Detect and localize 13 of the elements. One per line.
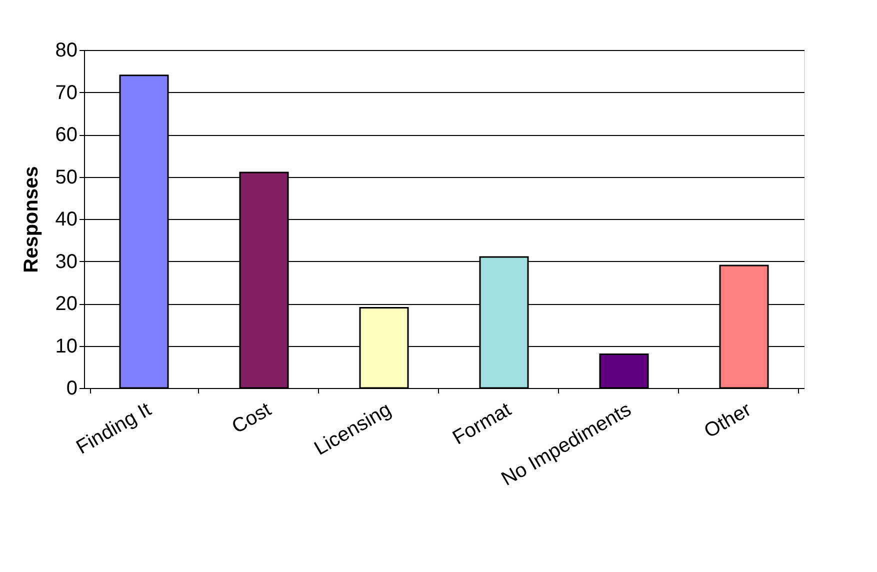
y-tick-label: 40 — [55, 208, 78, 230]
y-axis-title: Responses — [20, 166, 42, 273]
x-tick-label: Other — [700, 398, 756, 443]
y-tick-label: 50 — [55, 166, 78, 188]
x-tick-label: Cost — [228, 398, 276, 438]
y-tick-label: 60 — [55, 124, 78, 146]
y-tick-label: 80 — [55, 40, 78, 62]
y-tick-label: 10 — [55, 335, 78, 358]
y-tick-label: 20 — [55, 293, 78, 315]
bar — [599, 353, 649, 389]
y-tick-label: 70 — [55, 82, 78, 104]
y-tick-label: 0 — [66, 378, 78, 400]
y-tick-label: 30 — [55, 250, 78, 273]
